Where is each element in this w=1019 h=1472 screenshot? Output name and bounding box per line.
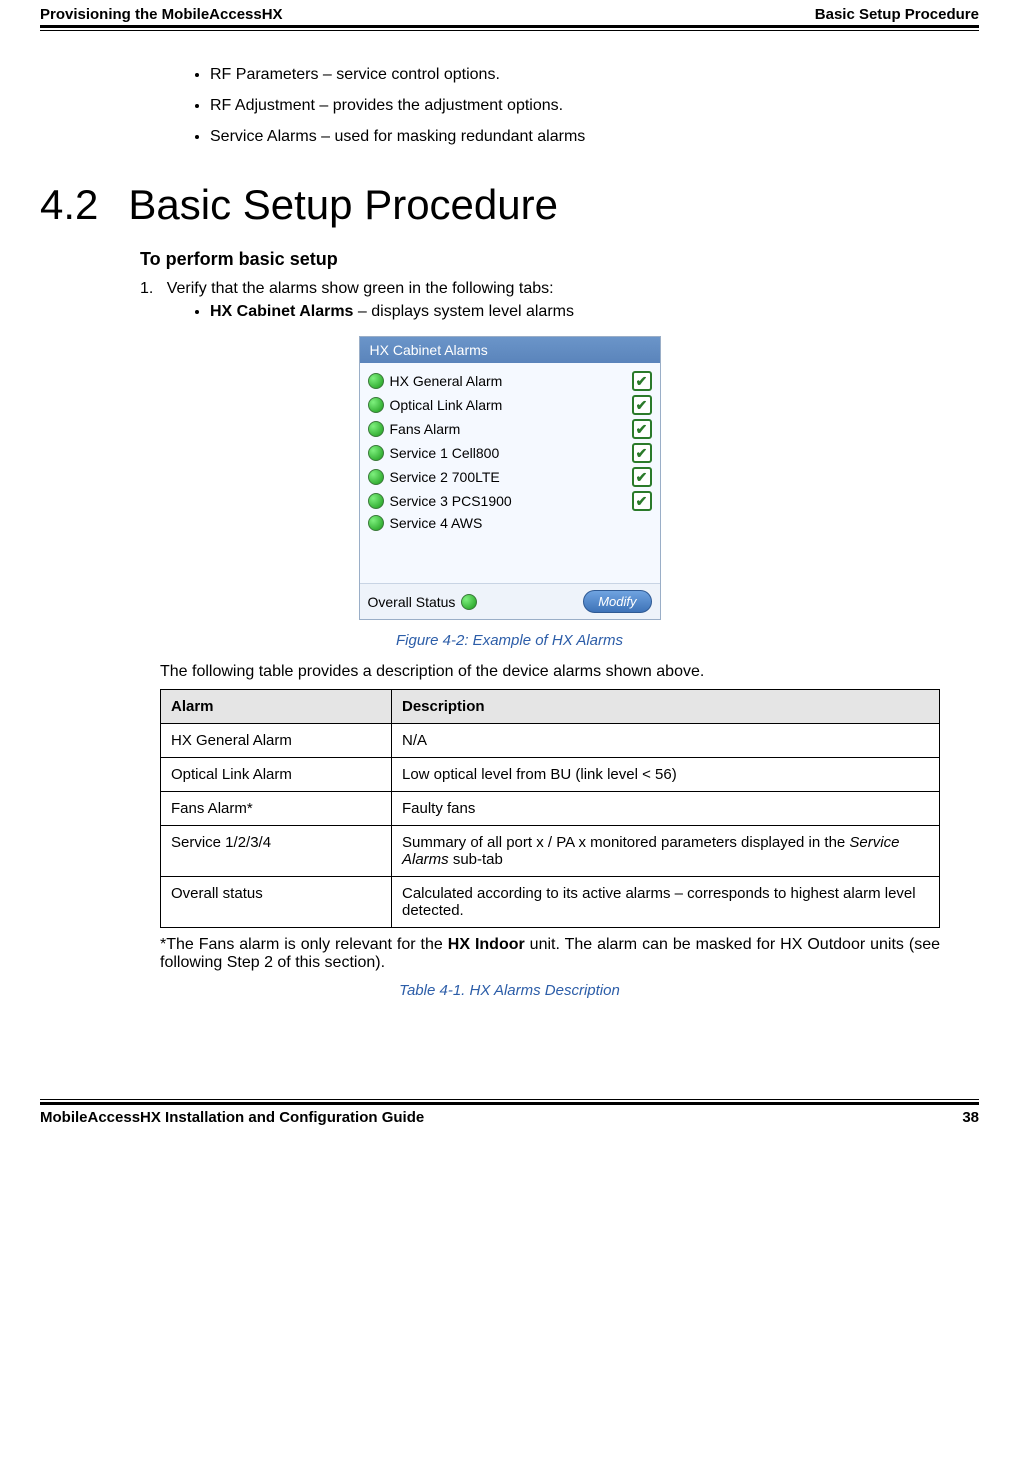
checkbox-icon[interactable]: ✔ [632, 467, 652, 487]
figure-caption: Figure 4-2: Example of HX Alarms [40, 632, 979, 649]
bullet-item: Service Alarms – used for masking redund… [210, 123, 979, 152]
status-dot-icon [368, 445, 384, 461]
alarms-panel: HX Cabinet Alarms HX General Alarm✔Optic… [359, 336, 661, 620]
panel-title: HX Cabinet Alarms [360, 337, 660, 363]
alarm-row: Fans Alarm ✔ [368, 417, 652, 441]
alarm-label: Fans Alarm [390, 421, 461, 437]
checkbox-icon[interactable]: ✔ [632, 443, 652, 463]
note-bold: HX Indoor [448, 936, 525, 953]
status-dot-icon [368, 469, 384, 485]
overall-status-label: Overall Status [368, 594, 456, 610]
alarm-row: Service 3 PCS1900 ✔ [368, 489, 652, 513]
table-row: Overall statusCalculated according to it… [161, 877, 940, 928]
table-row: HX General AlarmN/A [161, 724, 940, 758]
alarm-row: Service 1 Cell800 ✔ [368, 441, 652, 465]
table-header: Description [392, 690, 940, 724]
alarm-row: Optical Link Alarm ✔ [368, 393, 652, 417]
bullet-item: RF Parameters – service control options. [210, 61, 979, 90]
step-num: 1. [140, 280, 153, 297]
table-row: Fans Alarm*Faulty fans [161, 792, 940, 826]
table-cell: N/A [392, 724, 940, 758]
alarm-label: Service 1 Cell800 [390, 445, 500, 461]
step-1: 1. Verify that the alarms show green in … [140, 280, 979, 321]
alarm-label: Service 2 700LTE [390, 469, 500, 485]
alarm-label: HX General Alarm [390, 373, 503, 389]
table-cell: Optical Link Alarm [161, 758, 392, 792]
header-left: Provisioning the MobileAccessHX [40, 6, 283, 23]
top-bullets: RF Parameters – service control options.… [170, 61, 979, 151]
table-row: Optical Link AlarmLow optical level from… [161, 758, 940, 792]
status-dot-icon [368, 421, 384, 437]
checkbox-icon[interactable]: ✔ [632, 419, 652, 439]
sub-bullet: HX Cabinet Alarms – displays system leve… [210, 303, 979, 321]
table-cell: Overall status [161, 877, 392, 928]
checkbox-icon[interactable]: ✔ [632, 395, 652, 415]
status-dot-icon [368, 515, 384, 531]
subheading: To perform basic setup [140, 249, 979, 270]
sub-bullet-rest: – displays system level alarms [353, 303, 574, 320]
table-row: Service 1/2/3/4Summary of all port x / P… [161, 826, 940, 877]
table-caption: Table 4-1. HX Alarms Description [40, 982, 979, 999]
alarm-label: Optical Link Alarm [390, 397, 503, 413]
alarms-table: Alarm Description HX General AlarmN/AOpt… [160, 689, 940, 928]
table-cell: Fans Alarm* [161, 792, 392, 826]
alarm-row: Service 2 700LTE ✔ [368, 465, 652, 489]
modify-button[interactable]: Modify [583, 590, 651, 613]
header-right: Basic Setup Procedure [815, 6, 979, 23]
table-cell: Low optical level from BU (link level < … [392, 758, 940, 792]
table-cell: Calculated according to its active alarm… [392, 877, 940, 928]
footer-left: MobileAccessHX Installation and Configur… [40, 1109, 424, 1126]
footnote: *The Fans alarm is only relevant for the… [160, 936, 940, 972]
status-dot-icon [368, 373, 384, 389]
status-dot-icon [368, 493, 384, 509]
status-dot-icon [461, 594, 477, 610]
alarm-row: HX General Alarm ✔ [368, 369, 652, 393]
section-title: Basic Setup Procedure [128, 181, 558, 229]
alarm-label: Service 3 PCS1900 [390, 493, 512, 509]
note-pre: *The Fans alarm is only relevant for the [160, 936, 448, 953]
table-header: Alarm [161, 690, 392, 724]
table-cell: Service 1/2/3/4 [161, 826, 392, 877]
table-cell: Summary of all port x / PA x monitored p… [392, 826, 940, 877]
footer-right: 38 [962, 1109, 979, 1126]
status-dot-icon [368, 397, 384, 413]
alarm-row: Service 4 AWS [368, 513, 652, 533]
step-text: Verify that the alarms show green in the… [167, 280, 554, 297]
sub-bullet-bold: HX Cabinet Alarms [210, 303, 353, 320]
table-intro: The following table provides a descripti… [160, 663, 979, 681]
checkbox-icon[interactable]: ✔ [632, 491, 652, 511]
table-cell: HX General Alarm [161, 724, 392, 758]
table-cell: Faulty fans [392, 792, 940, 826]
bullet-item: RF Adjustment – provides the adjustment … [210, 92, 979, 121]
checkbox-icon[interactable]: ✔ [632, 371, 652, 391]
section-number: 4.2 [40, 181, 98, 229]
alarm-label: Service 4 AWS [390, 515, 483, 531]
